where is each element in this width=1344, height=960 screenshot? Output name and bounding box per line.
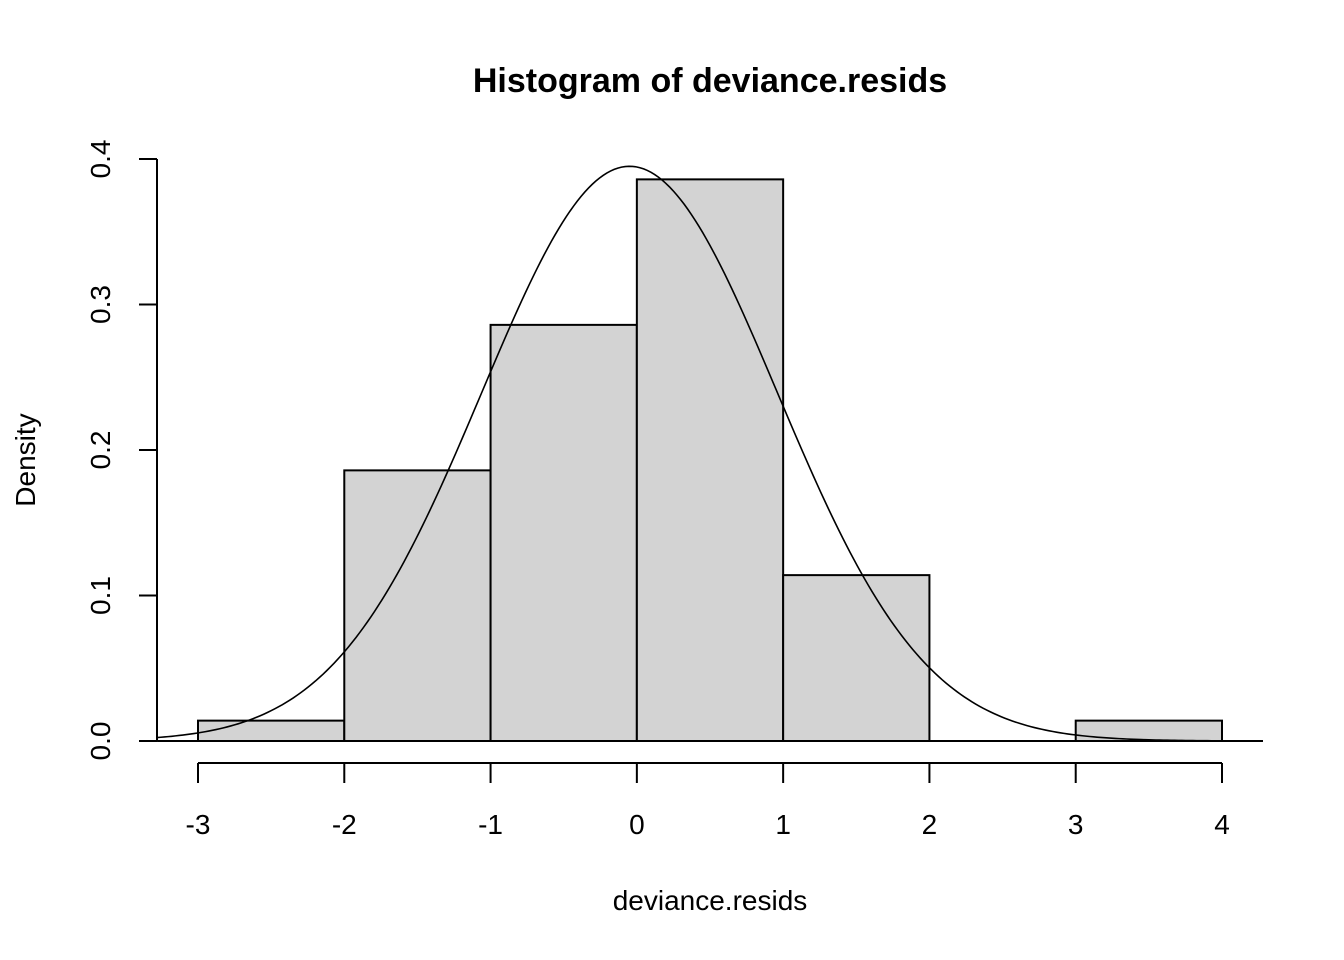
x-tick-label: 0 [629,809,645,840]
histogram-bar-2 [489,323,638,742]
x-tick-label: 3 [1068,809,1084,840]
density-curve [156,165,1263,742]
chart-title: Histogram of deviance.resids [473,62,947,100]
x-axis-label: deviance.resids [613,885,808,916]
y-axis: 0.0 0.1 0.2 0.3 0.4 [85,140,158,761]
x-tick-label: -3 [186,809,211,840]
y-tick-label: 0.2 [85,431,116,470]
x-tick-label: 2 [922,809,938,840]
histogram-bar-1 [343,469,492,742]
x-tick-label: -2 [332,809,357,840]
histogram-bar-0 [197,719,346,743]
y-tick-label: 0.4 [85,140,116,179]
y-tick-label: 0.0 [85,722,116,761]
x-tick-label: 1 [775,809,791,840]
histogram-bar-3 [635,178,785,742]
y-tick-label: 0.3 [85,285,116,324]
bars-group [197,178,1223,743]
y-tick-label: 0.1 [85,576,116,615]
x-tick-label: -1 [478,809,503,840]
x-tick-label: 4 [1214,809,1230,840]
y-axis-label: Density [10,413,41,506]
x-axis: -3 -2 -1 0 1 2 3 4 [186,762,1230,840]
histogram-bar-4 [782,574,931,742]
